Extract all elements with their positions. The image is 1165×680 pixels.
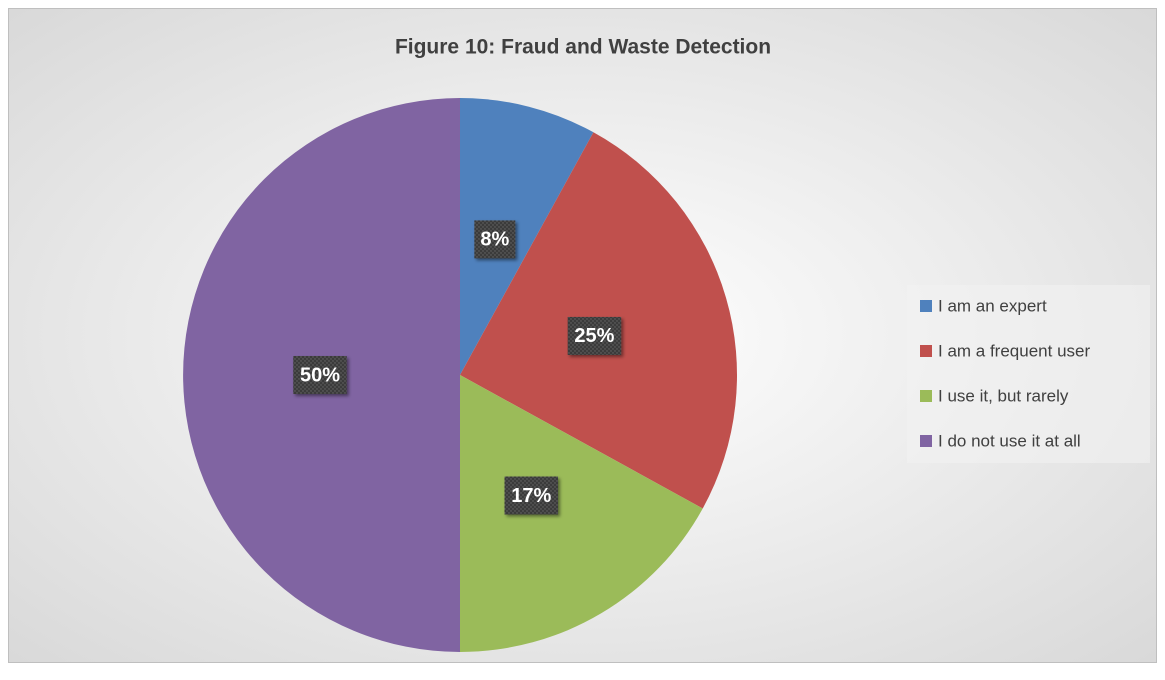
pie	[183, 98, 737, 652]
data-labels: 8% 25% 17% 50%	[293, 220, 622, 515]
legend-label: I am a frequent user	[938, 341, 1090, 360]
legend-swatch	[920, 390, 932, 402]
legend-label: I do not use it at all	[938, 431, 1081, 450]
legend-swatch	[920, 345, 932, 357]
data-label: 25%	[574, 325, 614, 347]
pie-slice	[460, 98, 594, 375]
pie-slice	[460, 375, 703, 652]
legend-swatch	[920, 300, 932, 312]
legend-box	[907, 285, 1150, 463]
data-label: 8%	[480, 229, 509, 251]
legend-label: I use it, but rarely	[938, 386, 1069, 405]
legend: I am an expert I am a frequent user I use …	[920, 296, 1090, 450]
data-label: 17%	[511, 485, 551, 507]
data-label-box	[293, 356, 347, 394]
data-label-box	[567, 316, 622, 355]
data-label-box	[504, 476, 559, 515]
data-label-box	[474, 220, 516, 259]
data-label: 50%	[300, 364, 340, 386]
legend-label: I am an expert	[938, 296, 1047, 315]
chart-title: Figure 10: Fraud and Waste Detection	[395, 36, 771, 59]
legend-swatch	[920, 435, 932, 447]
